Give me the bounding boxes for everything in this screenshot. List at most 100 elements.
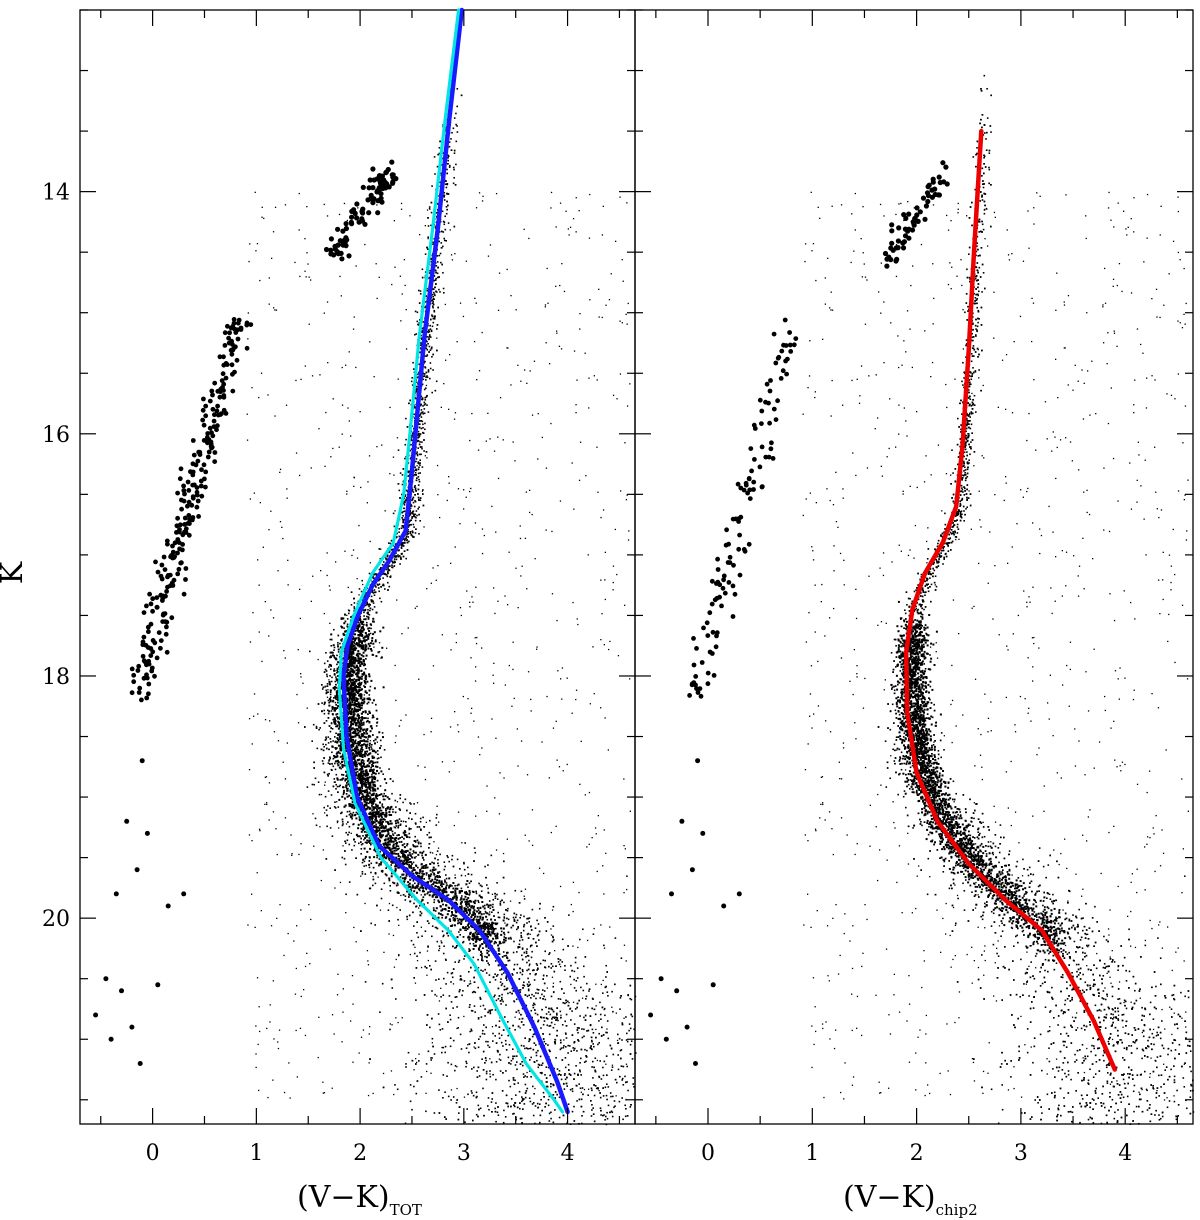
ms-star xyxy=(450,981,452,983)
ms-star xyxy=(530,944,532,947)
ms-star xyxy=(520,1013,522,1016)
ms-star xyxy=(473,937,476,940)
ms-star xyxy=(408,540,410,543)
ms-star xyxy=(380,756,382,759)
ms-star xyxy=(533,1033,536,1035)
ms-star xyxy=(427,946,429,948)
ms-star xyxy=(404,899,407,901)
ms-star xyxy=(375,573,377,575)
ms-star xyxy=(415,452,418,455)
ms-star xyxy=(404,501,406,504)
ms-star xyxy=(354,683,356,685)
ms-star xyxy=(368,749,371,751)
ms-star xyxy=(516,1055,518,1057)
ms-star xyxy=(415,474,417,476)
ms-star xyxy=(414,841,417,843)
ms-star xyxy=(421,447,423,450)
ms-star xyxy=(363,611,365,614)
ms-star xyxy=(550,995,553,998)
ms-star xyxy=(478,1075,481,1077)
ms-star xyxy=(421,872,423,875)
ms-star xyxy=(414,532,417,534)
ms-star xyxy=(361,719,364,721)
ms-star xyxy=(510,926,513,929)
ms-star xyxy=(494,1110,497,1113)
ms-star xyxy=(369,604,371,606)
ms-star xyxy=(426,892,428,895)
ms-star xyxy=(457,920,459,922)
ms-star xyxy=(535,992,537,994)
ms-star xyxy=(539,997,542,999)
ms-star xyxy=(481,1032,484,1035)
ms-star xyxy=(529,1047,532,1050)
ms-star xyxy=(579,938,581,941)
ms-star xyxy=(537,1019,540,1022)
ms-star xyxy=(624,1115,627,1118)
ms-star xyxy=(619,997,622,999)
ms-star xyxy=(401,511,403,514)
ms-star xyxy=(482,1069,485,1071)
ms-star xyxy=(543,990,546,992)
ms-star xyxy=(624,1104,626,1107)
ms-star xyxy=(427,369,430,371)
ms-star xyxy=(386,834,388,836)
ms-star xyxy=(391,987,394,989)
ms-star xyxy=(429,349,432,351)
ms-star xyxy=(521,958,524,961)
ms-star xyxy=(422,411,424,413)
ms-star xyxy=(401,525,403,527)
ms-star xyxy=(379,739,382,742)
ms-star xyxy=(430,1057,432,1059)
ms-star xyxy=(432,1045,434,1048)
ms-star xyxy=(543,1020,546,1022)
ms-star xyxy=(520,1021,523,1023)
ms-star xyxy=(408,914,411,917)
ms-star xyxy=(401,552,403,555)
ms-star xyxy=(413,413,415,416)
ms-star xyxy=(410,512,413,514)
ms-star xyxy=(421,383,424,386)
ms-star xyxy=(353,606,355,608)
ms-star xyxy=(413,515,415,518)
ms-star xyxy=(400,556,402,559)
ms-star xyxy=(417,866,419,869)
ms-star xyxy=(434,286,436,289)
ms-star xyxy=(537,992,539,995)
ms-star xyxy=(337,644,339,646)
ms-star xyxy=(417,461,420,463)
ms-star xyxy=(398,535,401,538)
ms-star xyxy=(340,617,343,619)
ms-star xyxy=(425,1063,428,1065)
ms-star xyxy=(424,360,426,363)
ms-star xyxy=(447,204,449,207)
ms-star xyxy=(537,1106,540,1109)
ms-star xyxy=(510,1105,512,1108)
ms-star xyxy=(559,980,562,983)
ms-star xyxy=(459,978,462,981)
ms-star xyxy=(328,666,330,668)
ms-star xyxy=(402,820,405,823)
ms-star xyxy=(473,1066,475,1069)
ms-star xyxy=(431,391,433,394)
ms-star xyxy=(571,1110,574,1113)
ms-star xyxy=(513,1104,515,1106)
ms-star xyxy=(383,584,385,587)
ms-star xyxy=(508,959,511,962)
ms-star xyxy=(390,549,393,551)
ms-star xyxy=(394,820,397,822)
ms-star xyxy=(591,1028,594,1031)
ms-star xyxy=(540,1016,543,1019)
ms-star xyxy=(633,1086,635,1088)
ms-star xyxy=(328,759,331,761)
ms-star xyxy=(454,877,457,879)
ms-star xyxy=(423,401,426,404)
ms-star xyxy=(506,1102,509,1105)
ms-star xyxy=(431,925,434,927)
ms-star xyxy=(336,663,338,666)
ms-star xyxy=(520,914,522,916)
ms-star xyxy=(494,1035,496,1037)
ms-star xyxy=(521,1007,524,1010)
ms-star xyxy=(539,962,542,965)
ms-star xyxy=(570,964,572,967)
ms-star xyxy=(451,976,454,979)
